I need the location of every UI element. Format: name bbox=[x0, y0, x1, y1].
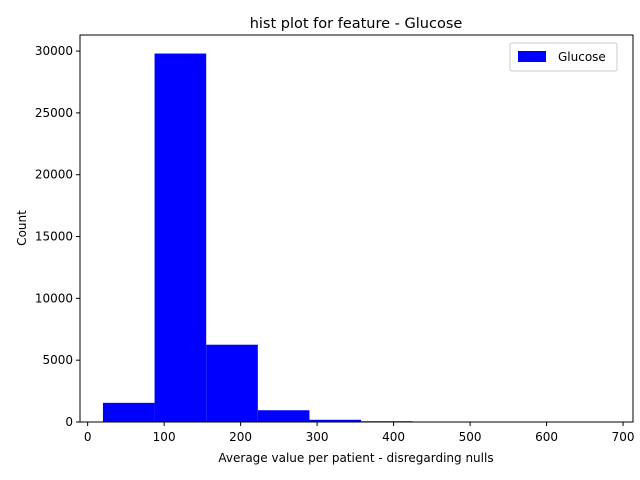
x-tick-label: 200 bbox=[229, 430, 252, 444]
y-tick-label: 30000 bbox=[35, 44, 73, 58]
y-tick-label: 20000 bbox=[35, 168, 73, 182]
histogram-bar bbox=[206, 344, 258, 422]
plot-frame bbox=[79, 34, 634, 423]
legend-label: Glucose bbox=[558, 50, 606, 64]
legend: Glucose bbox=[509, 42, 618, 72]
legend-box bbox=[509, 42, 618, 72]
y-tick-label: 15000 bbox=[35, 230, 73, 244]
x-axis-label: Average value per patient - disregarding… bbox=[218, 451, 493, 465]
y-axis-ticks: 0 5000 10000 15000 20000 25000 30000 bbox=[35, 44, 80, 429]
x-tick-label: 300 bbox=[306, 430, 329, 444]
y-tick-label: 0 bbox=[65, 415, 73, 429]
histogram-bar bbox=[257, 410, 310, 422]
y-tick-label: 10000 bbox=[35, 291, 73, 305]
x-tick-label: 700 bbox=[612, 430, 635, 444]
x-tick-label: 400 bbox=[382, 430, 405, 444]
y-axis-label: Count bbox=[15, 210, 29, 246]
legend-swatch bbox=[518, 51, 546, 62]
y-tick-label: 25000 bbox=[35, 106, 73, 120]
y-tick-label: 5000 bbox=[42, 353, 73, 367]
chart-title: hist plot for feature - Glucose bbox=[250, 16, 463, 32]
x-tick-label: 100 bbox=[153, 430, 176, 444]
x-axis-ticks: 0 100 200 300 400 500 600 700 bbox=[84, 422, 635, 444]
x-tick-label: 0 bbox=[84, 430, 92, 444]
histogram-bar bbox=[309, 419, 362, 422]
histogram-bar bbox=[154, 53, 207, 422]
histogram-bar bbox=[102, 402, 155, 422]
x-tick-label: 500 bbox=[459, 430, 482, 444]
bars-group bbox=[102, 53, 620, 422]
x-tick-label: 600 bbox=[535, 430, 558, 444]
